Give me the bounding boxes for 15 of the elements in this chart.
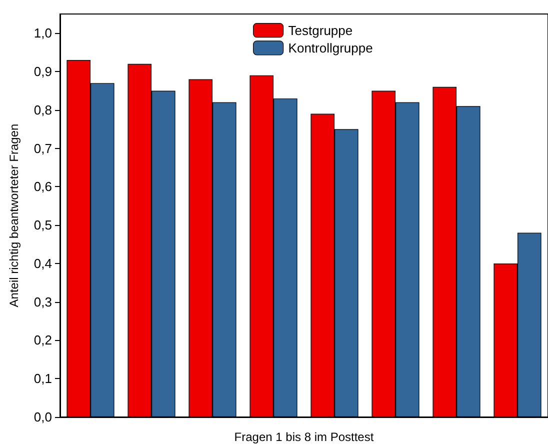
legend-label: Testgruppe bbox=[288, 22, 353, 38]
y-tick-label: 0,3 bbox=[34, 294, 52, 310]
y-tick-label: 0,6 bbox=[34, 179, 52, 194]
y-tick-label: 0,8 bbox=[34, 102, 52, 118]
y-tick-label: 0,2 bbox=[34, 332, 52, 348]
y-tick-label: 0,0 bbox=[34, 410, 52, 424]
y-tick-label: 0,9 bbox=[34, 64, 52, 80]
y-tick-label: 0,1 bbox=[34, 371, 52, 386]
y-axis-title: Anteil richtig beantworteter Fragen bbox=[7, 124, 21, 308]
y-tick-label: 0,7 bbox=[34, 140, 52, 156]
y-tick-label: 0,4 bbox=[34, 256, 52, 271]
y-tick-label: 1,0 bbox=[34, 26, 52, 41]
legend-label: Kontrollgruppe bbox=[288, 40, 373, 56]
x-axis-title: Fragen 1 bis 8 im Posttest bbox=[234, 430, 374, 444]
y-tick-label: 0,5 bbox=[34, 218, 52, 233]
